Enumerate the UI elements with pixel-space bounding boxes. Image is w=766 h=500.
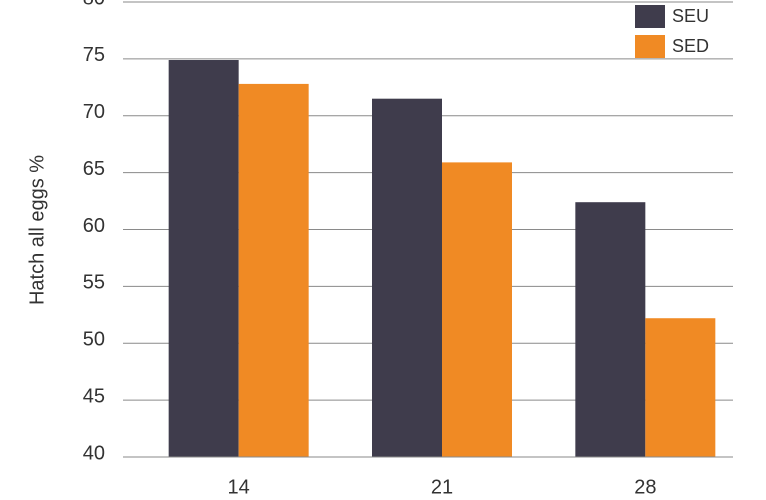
- y-tick-label: 50: [83, 329, 105, 351]
- y-tick-label: 55: [83, 272, 105, 294]
- bar: [168, 60, 239, 457]
- bar: [372, 98, 442, 457]
- y-tick-label: 45: [83, 385, 105, 407]
- bar: [645, 318, 716, 457]
- legend-swatch: [635, 35, 665, 58]
- y-tick-label: 70: [83, 101, 105, 123]
- y-tick-label: 65: [83, 158, 105, 180]
- y-tick-label: 60: [83, 215, 105, 237]
- y-tick-label: 80: [83, 0, 105, 9]
- legend-label: SED: [672, 36, 709, 56]
- x-tick-label: 14: [228, 476, 250, 498]
- legend-swatch: [635, 5, 665, 28]
- y-tick-label: 75: [83, 44, 105, 66]
- y-axis-label: Hatch all eggs %: [26, 155, 48, 305]
- x-tick-label: 28: [634, 476, 656, 498]
- bar: [238, 83, 309, 458]
- legend-label: SEU: [672, 6, 709, 26]
- y-tick-label: 40: [83, 442, 105, 464]
- bar: [575, 202, 646, 457]
- x-tick-label: 21: [431, 476, 453, 498]
- bar: [442, 162, 512, 457]
